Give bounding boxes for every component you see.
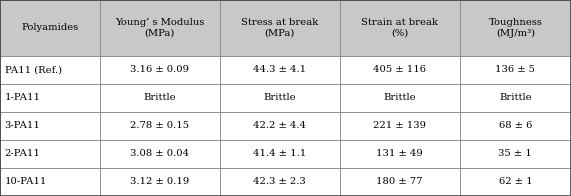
Text: Brittle: Brittle — [263, 93, 296, 102]
Bar — [0, 140, 100, 168]
Text: 41.4 ± 1.1: 41.4 ± 1.1 — [253, 150, 307, 158]
Bar — [340, 0, 460, 56]
Bar — [460, 168, 571, 196]
Text: 42.3 ± 2.3: 42.3 ± 2.3 — [254, 178, 306, 186]
Bar — [340, 140, 460, 168]
Text: 2-PA11: 2-PA11 — [5, 150, 41, 158]
Text: 42.2 ± 4.4: 42.2 ± 4.4 — [254, 122, 306, 130]
Bar — [100, 56, 220, 84]
Bar — [340, 56, 460, 84]
Text: 1-PA11: 1-PA11 — [5, 93, 41, 102]
Bar — [100, 140, 220, 168]
Text: 131 ± 49: 131 ± 49 — [376, 150, 423, 158]
Bar — [220, 168, 340, 196]
Text: 3-PA11: 3-PA11 — [5, 122, 41, 130]
Bar — [340, 84, 460, 112]
Text: 44.3 ± 4.1: 44.3 ± 4.1 — [253, 65, 307, 74]
Bar — [0, 112, 100, 140]
Text: 221 ± 139: 221 ± 139 — [373, 122, 426, 130]
Text: Stress at break
(MPa): Stress at break (MPa) — [241, 18, 319, 38]
Text: 10-PA11: 10-PA11 — [5, 178, 47, 186]
Text: 136 ± 5: 136 ± 5 — [495, 65, 536, 74]
Text: Brittle: Brittle — [143, 93, 176, 102]
Text: 3.12 ± 0.19: 3.12 ± 0.19 — [130, 178, 190, 186]
Text: PA11 (Ref.): PA11 (Ref.) — [5, 65, 62, 74]
Bar — [460, 112, 571, 140]
Text: 180 ± 77: 180 ± 77 — [376, 178, 423, 186]
Bar — [100, 112, 220, 140]
Bar — [0, 168, 100, 196]
Bar — [460, 84, 571, 112]
Bar — [220, 56, 340, 84]
Bar — [220, 0, 340, 56]
Bar — [340, 112, 460, 140]
Text: Polyamides: Polyamides — [21, 24, 79, 32]
Bar — [220, 84, 340, 112]
Bar — [0, 0, 100, 56]
Text: Brittle: Brittle — [499, 93, 532, 102]
Text: 3.16 ± 0.09: 3.16 ± 0.09 — [130, 65, 190, 74]
Text: 405 ± 116: 405 ± 116 — [373, 65, 426, 74]
Bar — [0, 56, 100, 84]
Text: Strain at break
(%): Strain at break (%) — [361, 18, 438, 38]
Bar — [460, 140, 571, 168]
Bar — [460, 0, 571, 56]
Bar — [220, 112, 340, 140]
Bar — [100, 168, 220, 196]
Text: Toughness
(MJ/m³): Toughness (MJ/m³) — [488, 18, 542, 38]
Text: 35 ± 1: 35 ± 1 — [498, 150, 532, 158]
Bar — [0, 84, 100, 112]
Text: Young’ s Modulus
(MPa): Young’ s Modulus (MPa) — [115, 18, 204, 38]
Bar — [100, 84, 220, 112]
Bar — [100, 0, 220, 56]
Bar — [460, 56, 571, 84]
Text: 68 ± 6: 68 ± 6 — [498, 122, 532, 130]
Bar — [220, 140, 340, 168]
Bar — [340, 168, 460, 196]
Text: 62 ± 1: 62 ± 1 — [498, 178, 532, 186]
Text: 3.08 ± 0.04: 3.08 ± 0.04 — [130, 150, 190, 158]
Text: 2.78 ± 0.15: 2.78 ± 0.15 — [130, 122, 190, 130]
Text: Brittle: Brittle — [383, 93, 416, 102]
